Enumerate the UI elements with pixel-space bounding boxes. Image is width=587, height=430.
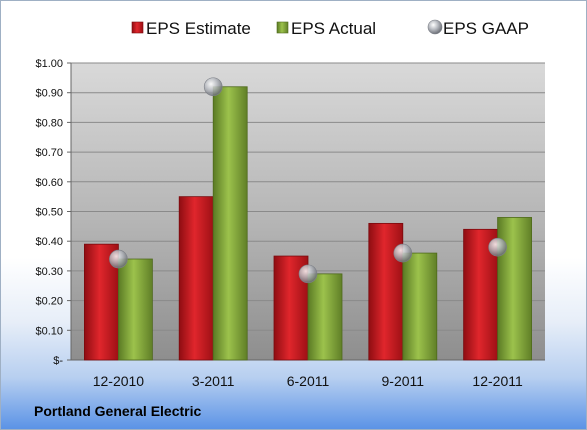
marker-eps-gaap: [298, 264, 318, 284]
bar-eps-actual: [212, 86, 248, 361]
x-tick-label: 9-2011: [382, 373, 425, 389]
y-tick-label: $0.70: [35, 147, 63, 159]
y-tick-label: $0.60: [35, 177, 63, 189]
y-tick-label: $0.80: [35, 117, 63, 129]
y-tick-label: $0.90: [35, 88, 63, 100]
legend-swatch: [276, 21, 289, 34]
y-tick-label: $0.30: [35, 266, 63, 278]
y-tick-label: $0.50: [35, 207, 63, 219]
bar-eps-estimate: [368, 222, 404, 361]
bar-eps-actual: [402, 252, 438, 361]
x-tick-label: 6-2011: [287, 373, 330, 389]
bar-eps-estimate: [178, 196, 214, 361]
y-tick-label: $0.20: [35, 296, 63, 308]
y-tick-label: $-: [53, 355, 63, 367]
legend-label: EPS Actual: [291, 19, 376, 38]
legend-label: EPS Estimate: [146, 19, 251, 38]
marker-eps-gaap: [488, 237, 507, 257]
y-tick-label: $1.00: [35, 58, 63, 70]
marker-eps-gaap: [393, 243, 413, 263]
y-tick-label: $0.10: [35, 325, 63, 337]
y-tick-label: $0.40: [35, 236, 63, 248]
bar-eps-actual: [118, 258, 153, 361]
legend-swatch: [131, 21, 144, 34]
marker-eps-gaap: [109, 249, 128, 269]
x-tick-label: 3-2011: [192, 373, 235, 389]
legend-swatch: [427, 19, 443, 35]
x-tick-label: 12-2010: [93, 373, 145, 389]
x-tick-label: 12-2011: [472, 373, 523, 389]
legend-label: EPS GAAP: [443, 19, 529, 38]
company-name: Portland General Electric: [34, 403, 202, 419]
bar-eps-actual: [307, 273, 343, 361]
bar-eps-actual: [497, 217, 533, 361]
marker-eps-gaap: [203, 77, 223, 97]
